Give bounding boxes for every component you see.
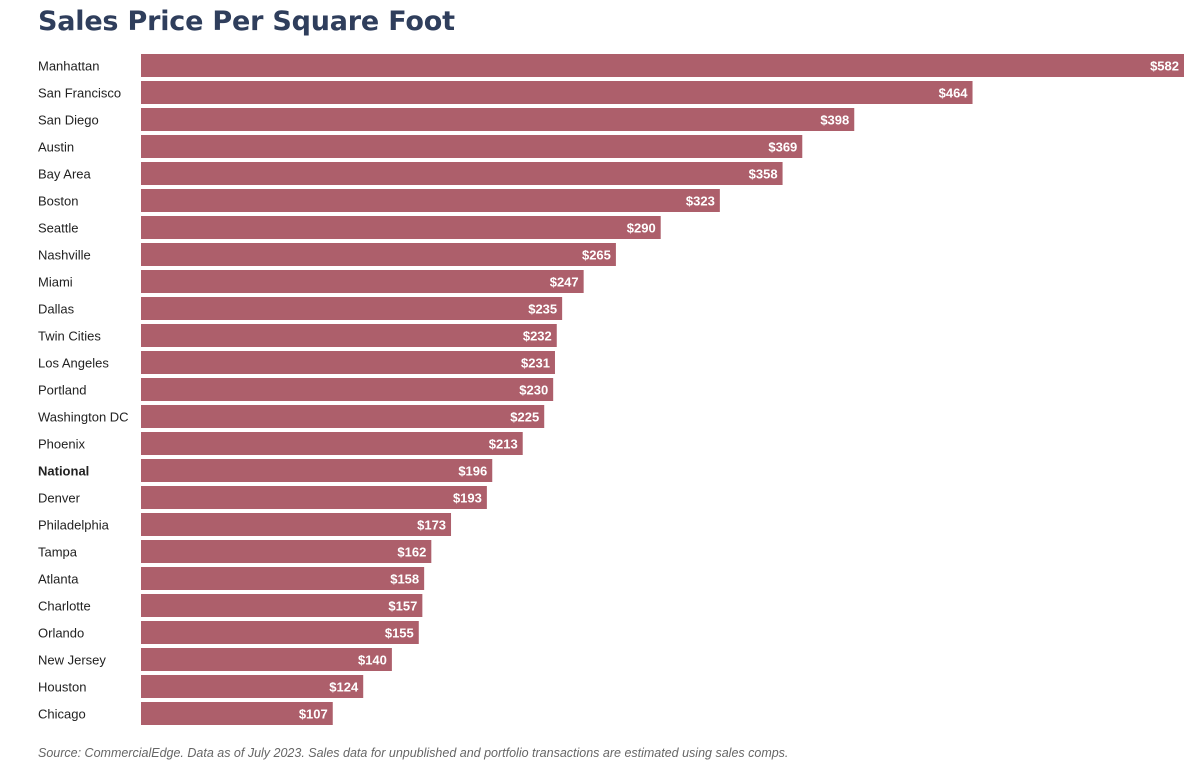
bar [141,189,720,212]
bar [141,54,1184,77]
category-label: New Jersey [38,653,106,668]
data-label: $265 [582,248,611,263]
data-label: $196 [458,464,487,479]
category-label: National [38,464,89,479]
data-label: $225 [510,410,539,425]
data-label: $369 [768,140,797,155]
category-label: Seattle [38,221,78,236]
category-label: Philadelphia [38,518,110,533]
category-label: Los Angeles [38,356,109,371]
category-label: Tampa [38,545,78,560]
data-label: $173 [417,518,446,533]
data-label: $107 [299,707,328,722]
category-label: San Diego [38,113,99,128]
category-label: Chicago [38,707,86,722]
bar [141,135,803,158]
bar [141,81,973,104]
category-label: Austin [38,140,74,155]
bar [141,486,487,509]
category-label: Miami [38,275,73,290]
data-label: $247 [550,275,579,290]
category-label: Phoenix [38,437,85,452]
data-label: $193 [453,491,482,506]
chart-title: Sales Price Per Square Foot [38,6,455,37]
bar [141,675,364,698]
data-label: $124 [329,680,359,695]
category-label: Twin Cities [38,329,101,344]
category-label: Manhattan [38,59,99,74]
data-label: $162 [397,545,426,560]
data-label: $582 [1150,59,1179,74]
data-label: $464 [939,86,969,101]
data-label: $358 [749,167,778,182]
category-label: Charlotte [38,599,91,614]
bar [141,297,563,320]
category-label: Dallas [38,302,75,317]
data-label: $290 [627,221,656,236]
data-label: $232 [523,329,552,344]
category-label: Bay Area [38,167,92,182]
source-note: Source: CommercialEdge. Data as of July … [38,746,789,760]
bar [141,513,452,536]
category-label: Boston [38,194,78,209]
category-label: Atlanta [38,572,79,587]
bar [141,567,425,590]
data-label: $398 [820,113,849,128]
bar [141,459,493,482]
data-label: $230 [519,383,548,398]
category-label: Nashville [38,248,91,263]
bar [141,243,616,266]
bar [141,270,584,293]
category-label: Denver [38,491,81,506]
bar [141,378,554,401]
data-label: $140 [358,653,387,668]
category-label: Portland [38,383,86,398]
bar [141,405,545,428]
bar [141,324,557,347]
data-label: $157 [388,599,417,614]
data-label: $158 [390,572,419,587]
data-label: $231 [521,356,550,371]
bar [141,621,419,644]
bar-chart: Manhattan $582 San Francisco $464 San Diego $… [38,54,1184,725]
data-label: $155 [385,626,414,641]
category-label: Orlando [38,626,84,641]
bar [141,108,855,131]
category-label: San Francisco [38,86,121,101]
data-label: $235 [528,302,557,317]
data-label: $323 [686,194,715,209]
bar [141,162,783,185]
bar [141,216,661,239]
bar [141,594,423,617]
bar [141,432,523,455]
category-label: Washington DC [38,410,129,425]
category-label: Houston [38,680,86,695]
bar [141,540,432,563]
data-label: $213 [489,437,518,452]
bar [141,351,555,374]
bar [141,648,392,671]
bar [141,702,333,725]
